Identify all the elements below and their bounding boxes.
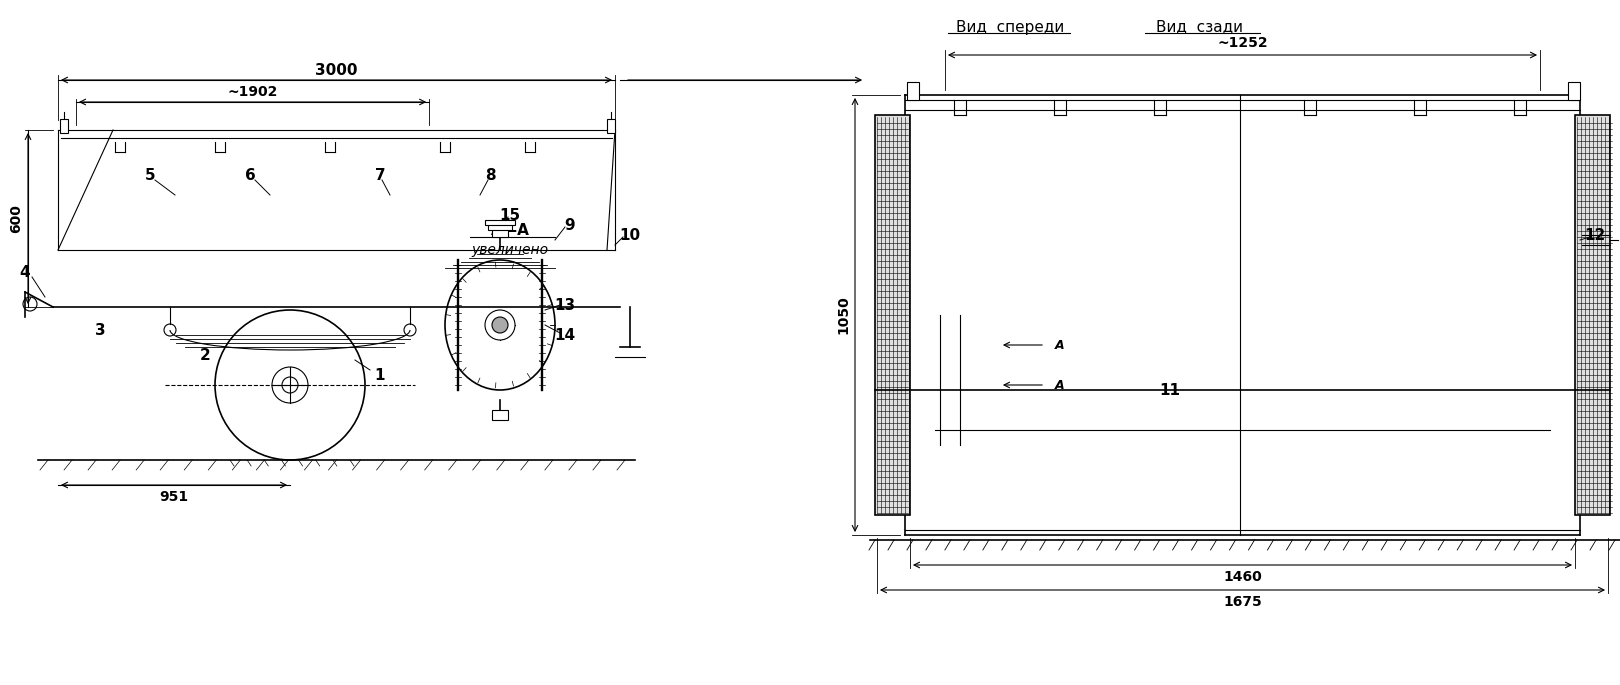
Bar [907, 82, 919, 100]
Text: А—А: А—А [491, 223, 530, 238]
Text: 1675: 1675 [1223, 595, 1262, 609]
Text: увеличено: увеличено [471, 243, 549, 257]
Text: 15: 15 [499, 208, 520, 223]
Text: 2: 2 [199, 347, 211, 362]
Bar [484, 220, 515, 225]
Text: Вид  спереди: Вид спереди [956, 19, 1064, 34]
Circle shape [492, 317, 509, 333]
Bar [1575, 115, 1610, 515]
Text: 1: 1 [374, 367, 386, 382]
Text: 12: 12 [1584, 227, 1605, 242]
Bar [875, 115, 910, 515]
Text: 6: 6 [245, 168, 256, 182]
Text: 3: 3 [94, 323, 105, 338]
Text: 8: 8 [484, 168, 496, 182]
Text: 1050: 1050 [836, 296, 851, 334]
Text: 951: 951 [159, 490, 188, 504]
Text: 11: 11 [1160, 382, 1181, 397]
Bar [60, 119, 68, 133]
Text: 14: 14 [554, 327, 575, 342]
Text: ~1252: ~1252 [1217, 36, 1268, 50]
Text: 13: 13 [554, 297, 575, 312]
Text: 4: 4 [19, 264, 31, 279]
Text: ~1902: ~1902 [227, 85, 277, 99]
Text: 10: 10 [619, 227, 640, 242]
Bar [608, 119, 616, 133]
Bar [488, 222, 512, 230]
Circle shape [484, 310, 515, 340]
Text: 9: 9 [565, 218, 575, 232]
Bar [1568, 82, 1579, 100]
Text: А: А [1055, 338, 1064, 351]
Text: 1460: 1460 [1223, 570, 1262, 584]
Text: 5: 5 [144, 168, 156, 182]
Text: 3000: 3000 [316, 62, 358, 77]
Bar [492, 410, 509, 420]
Bar [492, 227, 509, 237]
Text: Вид  сзади: Вид сзади [1157, 19, 1244, 34]
Text: 7: 7 [374, 168, 386, 182]
Text: А: А [1055, 379, 1064, 392]
Text: 600: 600 [10, 204, 23, 233]
